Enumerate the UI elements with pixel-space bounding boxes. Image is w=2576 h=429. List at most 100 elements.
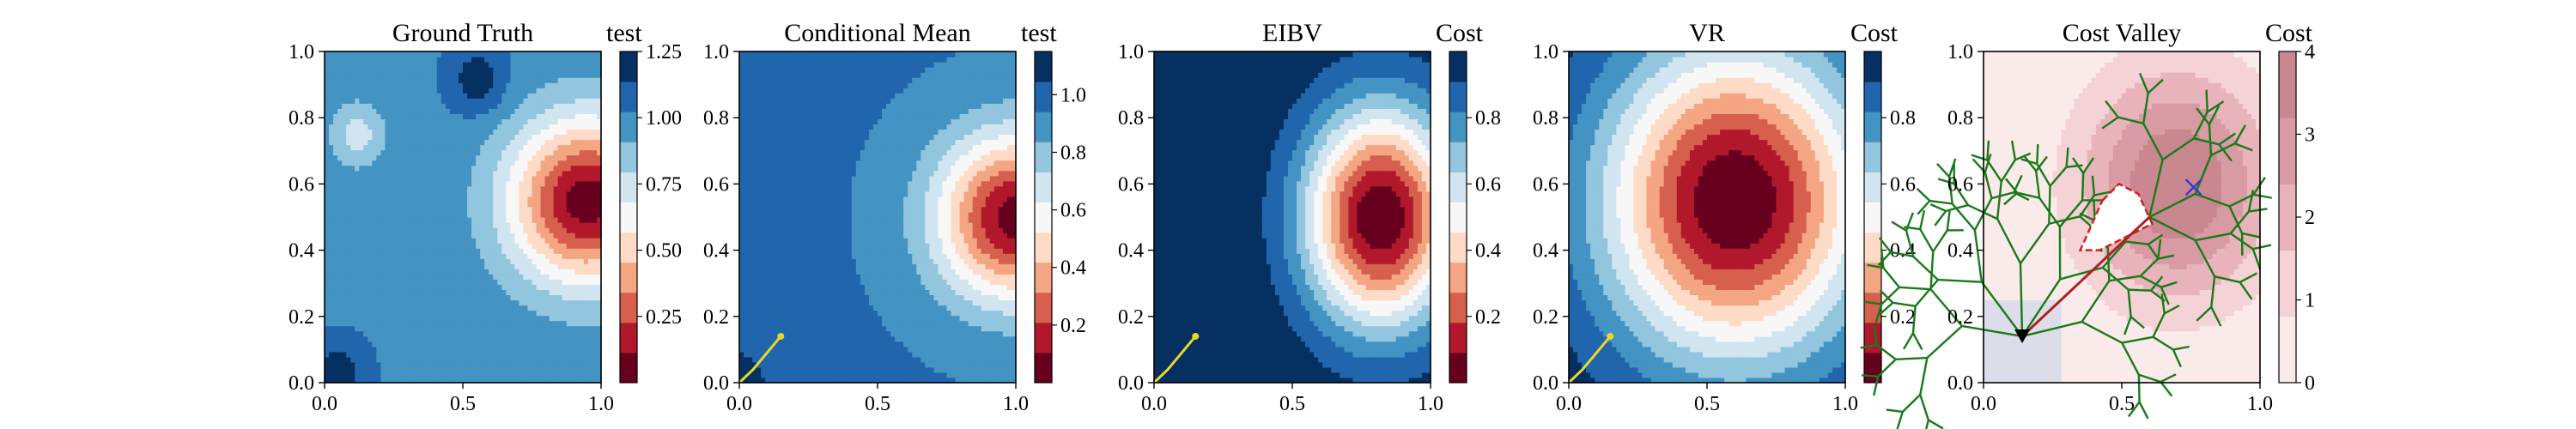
heat-cell [376,258,382,264]
heat-cell [501,144,507,151]
heat-cell [333,51,338,57]
heat-cell [355,372,360,378]
heat-cell [566,129,572,136]
heat-cell [744,77,749,83]
heat-cell [493,377,498,384]
heat-cell [739,170,744,177]
heat-cell [471,377,477,384]
heat-cell [536,165,542,172]
heat-cell [453,185,459,192]
heat-cell [562,330,568,337]
heat-cell [337,346,343,353]
heat-cell [566,305,572,311]
heat-cell [372,305,377,311]
heat-cell [774,144,779,151]
heat-cell [484,222,489,228]
heat-cell [453,377,459,384]
heat-cell [739,51,744,57]
heat-cell [782,351,787,358]
heat-cell [489,243,494,249]
heat-cell [406,372,412,378]
heat-cell [562,284,568,291]
heat-cell [761,284,766,291]
heat-cell [372,57,377,63]
heat-cell [440,299,447,306]
heat-cell [739,93,744,99]
heat-cell [372,366,377,373]
heat-cell [791,165,797,172]
heat-cell [765,243,770,249]
heat-cell [449,134,455,141]
heat-cell [744,325,749,332]
heat-cell [501,341,507,347]
heat-cell [549,144,555,151]
heat-cell [415,57,421,63]
heat-cell [532,67,538,73]
heat-cell [596,233,602,239]
heat-cell [436,227,442,233]
heat-cell [342,62,347,68]
heat-cell [769,175,775,182]
heat-cell [467,269,472,275]
heat-cell [566,196,572,202]
heat-cell [389,248,395,254]
heat-cell [385,124,391,130]
heat-cell [544,180,550,187]
heat-cell [440,88,447,94]
heat-cell [566,320,572,327]
heat-cell [359,325,364,332]
heat-cell [506,124,511,130]
heat-cell [553,57,559,63]
heat-cell [782,294,787,301]
heat-cell [562,113,568,120]
heat-cell [514,113,520,120]
heat-cell [549,211,555,218]
heat-cell [587,320,593,327]
colorbar-bin [620,322,637,353]
heat-cell [453,222,459,228]
heat-cell [385,274,391,280]
heat-cell [527,263,533,269]
heat-cell [453,149,459,156]
heat-cell [453,211,459,218]
heat-cell [519,325,525,332]
heat-cell [514,279,520,286]
heat-cell [415,346,421,353]
heat-cell [449,113,455,120]
heat-cell [596,294,602,301]
heat-cell [493,361,498,368]
heat-cell [398,211,404,218]
heat-cell [368,335,373,342]
heat-cell [350,346,355,353]
heat-cell [449,175,455,182]
heat-cell [587,258,593,264]
heat-cell [398,139,404,146]
heat-cell [497,62,502,68]
heat-cell [423,154,429,161]
colorbar-bin [620,172,637,202]
heat-cell [536,233,542,239]
heat-cell [527,320,533,327]
heat-cell [463,258,468,264]
heat-cell [489,269,494,275]
heat-cell [761,129,766,136]
heat-cell [380,149,386,156]
heat-cell [540,160,546,166]
heat-cell [557,305,563,311]
heat-cell [497,315,502,322]
heat-cell [592,248,598,254]
heat-cell [510,129,515,136]
heat-cell [476,77,481,83]
heat-cell [510,315,515,322]
heat-cell [480,279,485,286]
heat-cell [428,160,434,166]
heat-cell [432,108,438,114]
heat-cell [497,325,502,332]
heat-cell [592,258,598,264]
heat-cell [765,248,770,254]
heat-cell [432,170,438,177]
heat-cell [453,196,459,202]
heat-cell [769,67,775,73]
heat-cell [557,227,563,233]
heat-cell [506,294,511,301]
